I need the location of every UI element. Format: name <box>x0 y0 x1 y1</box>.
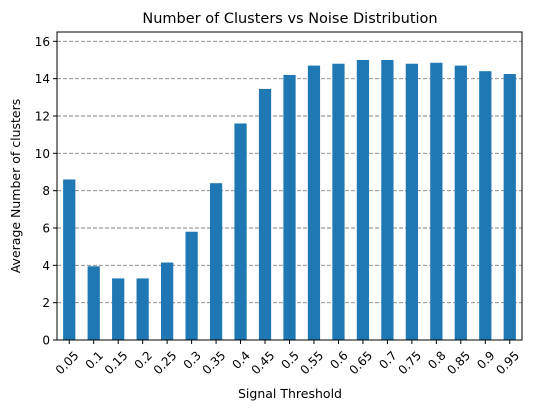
y-tick-label: 12 <box>35 110 50 124</box>
y-tick-label: 16 <box>35 35 50 49</box>
bar-0.95 <box>503 74 516 340</box>
y-tick-label: 14 <box>35 72 50 86</box>
bar-0.85 <box>454 65 467 340</box>
bars <box>63 60 516 341</box>
bar-0.4 <box>234 123 247 340</box>
y-tick-label: 8 <box>42 184 50 198</box>
y-tick-label: 10 <box>35 147 50 161</box>
y-axis-label: Average Number of clusters <box>8 99 23 274</box>
chart-title: Number of Clusters vs Noise Distribution <box>142 11 437 27</box>
y-tick-label: 2 <box>42 296 50 310</box>
bar-0.2 <box>136 278 149 340</box>
y-tick-label: 6 <box>42 222 50 236</box>
bar-0.9 <box>479 71 492 340</box>
bar-0.8 <box>430 62 443 341</box>
bar-0.6 <box>332 63 345 340</box>
bar-0.55 <box>307 65 321 340</box>
bar-0.7 <box>381 60 394 340</box>
bar-0.05 <box>63 179 76 340</box>
bar-0.75 <box>405 63 418 340</box>
bar-0.5 <box>283 74 296 340</box>
bar-0.15 <box>112 278 125 340</box>
bar-0.35 <box>209 183 223 340</box>
x-axis-label: Signal Threshold <box>238 386 342 401</box>
gridlines <box>57 40 522 304</box>
bar-0.25 <box>161 262 174 340</box>
y-tick-label: 4 <box>42 259 50 273</box>
bar-0.1 <box>87 266 100 340</box>
y-axis-ticks: 0 2 4 6 8 10 12 14 16 <box>35 35 57 348</box>
bar-0.65 <box>356 60 370 340</box>
bar-0.3 <box>185 231 198 340</box>
y-tick-label: 0 <box>42 334 50 348</box>
bar-0.45 <box>258 88 272 340</box>
